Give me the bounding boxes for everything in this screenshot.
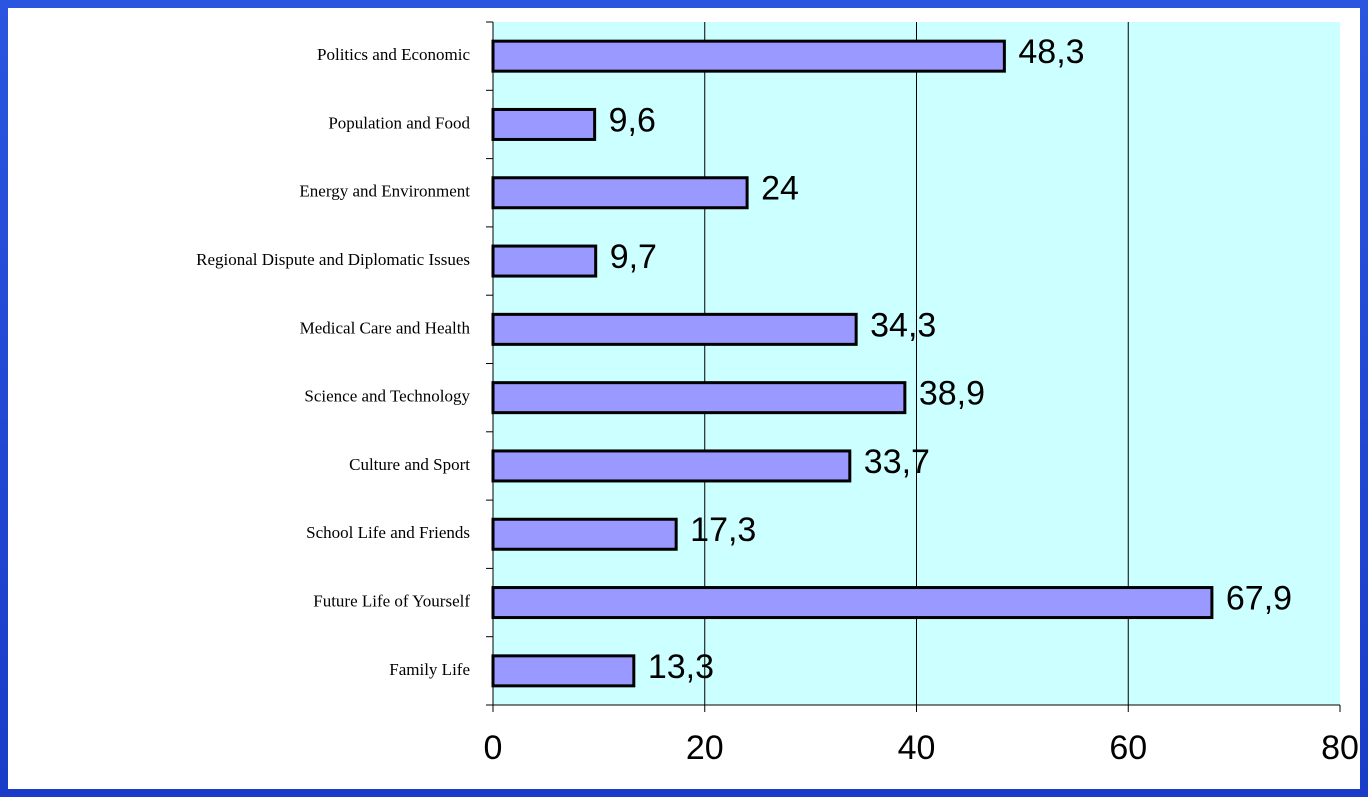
value-label: 17,3 <box>690 511 756 549</box>
bar <box>491 176 749 210</box>
bar <box>491 654 636 688</box>
bar <box>491 449 852 483</box>
y-tick-label: Population and Food <box>328 113 470 132</box>
y-tick-label: Family Life <box>389 660 470 679</box>
bar <box>491 244 598 278</box>
value-label: 9,7 <box>610 238 657 276</box>
y-tick-label: School Life and Friends <box>306 523 470 542</box>
bar <box>491 107 597 141</box>
bar <box>491 39 1006 73</box>
value-label: 33,7 <box>864 443 930 481</box>
value-label: 9,6 <box>609 101 656 139</box>
x-tick-label: 80 <box>1321 729 1359 767</box>
y-tick-label: Medical Care and Health <box>300 318 471 337</box>
y-tick-label: Energy and Environment <box>299 182 470 201</box>
y-tick-label: Politics and Economic <box>317 45 470 64</box>
x-tick-label: 60 <box>1109 729 1147 767</box>
value-label: 38,9 <box>919 375 985 413</box>
bar <box>491 312 858 346</box>
bar <box>491 381 907 415</box>
y-tick-label: Culture and Sport <box>349 455 470 474</box>
x-tick-label: 40 <box>898 729 936 767</box>
x-tick-label: 0 <box>484 729 503 767</box>
y-tick-label: Science and Technology <box>304 387 470 406</box>
y-tick-label: Regional Dispute and Diplomatic Issues <box>196 250 470 269</box>
value-label: 24 <box>761 170 799 208</box>
value-label: 34,3 <box>870 306 936 344</box>
bar <box>491 517 678 551</box>
x-tick-label: 20 <box>686 729 724 767</box>
bar <box>491 586 1214 620</box>
value-label: 67,9 <box>1226 580 1292 618</box>
y-tick-label: Future Life of Yourself <box>313 591 470 610</box>
value-label: 48,3 <box>1018 33 1084 71</box>
value-label: 13,3 <box>648 648 714 686</box>
